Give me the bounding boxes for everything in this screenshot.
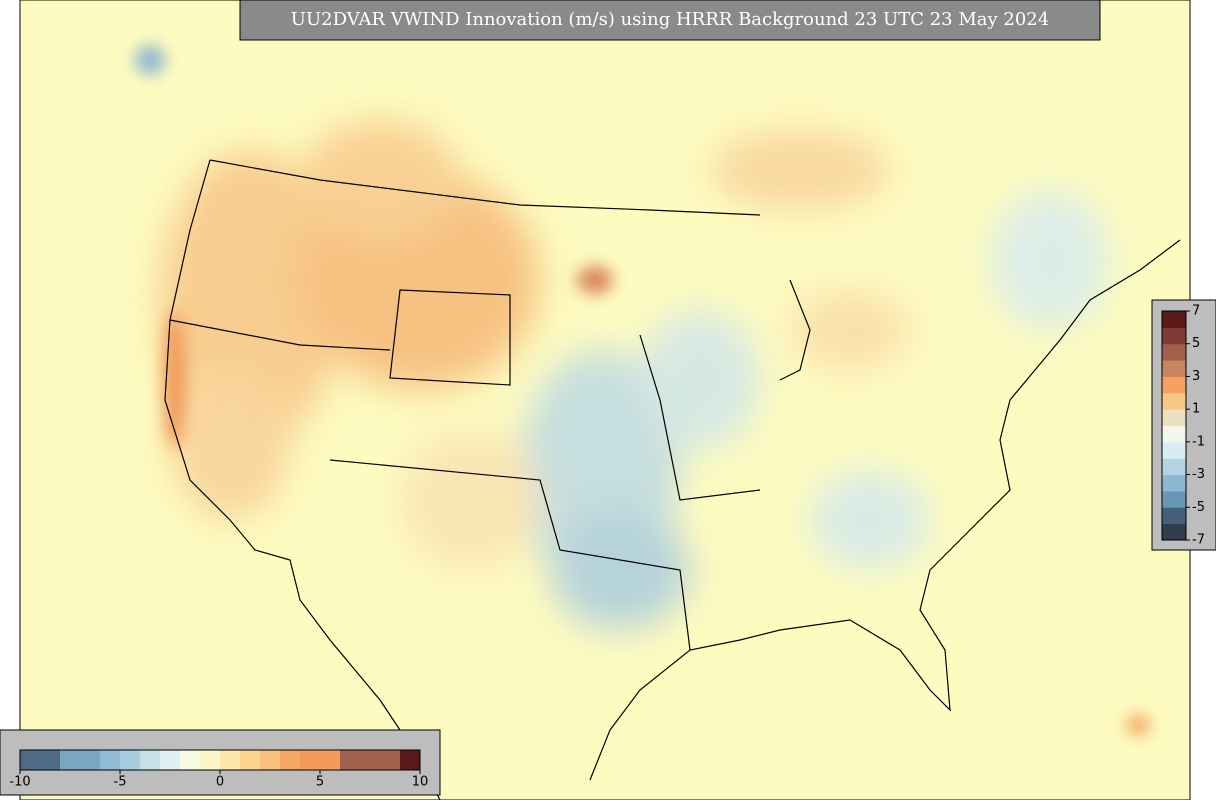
colorbar-tick-label: 3 — [1192, 369, 1200, 384]
title: UU2DVAR VWIND Innovation (m/s) using HRR… — [291, 9, 1049, 30]
colorbar-segment — [1162, 376, 1186, 394]
colorbar-segment — [280, 750, 301, 770]
colorbar-segment — [80, 750, 101, 770]
colorbar-tick-label: -10 — [9, 775, 30, 790]
colorbar-segment — [360, 750, 381, 770]
colorbar-segment — [300, 750, 321, 770]
colorbar-segment — [1162, 392, 1186, 410]
colorbar-segment — [140, 750, 161, 770]
colorbar-segment — [340, 750, 361, 770]
colorbar-tick-label: -7 — [1192, 533, 1205, 548]
colorbar-frame — [1161, 310, 1187, 541]
colorbar-segment — [1162, 425, 1186, 443]
colorbar-segment — [1162, 474, 1186, 492]
colorbar-segment — [1162, 490, 1186, 508]
colorbar-segment — [200, 750, 221, 770]
colorbar-tick-label: 5 — [316, 775, 324, 790]
colorbar-segment — [40, 750, 61, 770]
colorbar-tick-label: 1 — [1192, 402, 1200, 417]
colorbar-segment — [1162, 507, 1186, 525]
colorbar-segment — [260, 750, 281, 770]
colorbar-tick-label: -5 — [114, 775, 127, 790]
colorbar-segment — [1162, 311, 1186, 328]
colorbar-segment — [320, 750, 341, 770]
colorbar-segment — [180, 750, 201, 770]
colorbar-segment — [100, 750, 121, 770]
colorbar-segment — [60, 750, 81, 770]
colorbar-tick-label: 0 — [216, 775, 224, 790]
colorbar-segment — [1162, 441, 1186, 459]
colorbar-segment — [380, 750, 401, 770]
colorbar-tick-label: -3 — [1192, 467, 1205, 482]
colorbar-segment — [1162, 409, 1186, 426]
colorbar-segment — [1162, 458, 1186, 476]
colorbar-segment — [120, 750, 141, 770]
colorbar-segment — [1162, 343, 1186, 361]
colorbar-tick-label: 5 — [1192, 336, 1200, 351]
colorbar-segment — [1162, 360, 1186, 377]
colorbar-segment — [240, 750, 261, 770]
colorbar-tick-label: -5 — [1192, 500, 1205, 515]
colorbar-segment — [1162, 523, 1186, 541]
colorbar-segment — [1162, 327, 1186, 345]
colorbar-segment — [160, 750, 181, 770]
colorbar-tick-label: -1 — [1192, 434, 1205, 449]
colorbar-segment — [400, 750, 421, 770]
colorbar-tick-label: 10 — [412, 775, 429, 790]
colorbar-segment — [20, 750, 41, 770]
map — [20, 0, 1190, 800]
colorbar-tick-label: 7 — [1192, 304, 1200, 319]
colorbar-segment — [220, 750, 241, 770]
